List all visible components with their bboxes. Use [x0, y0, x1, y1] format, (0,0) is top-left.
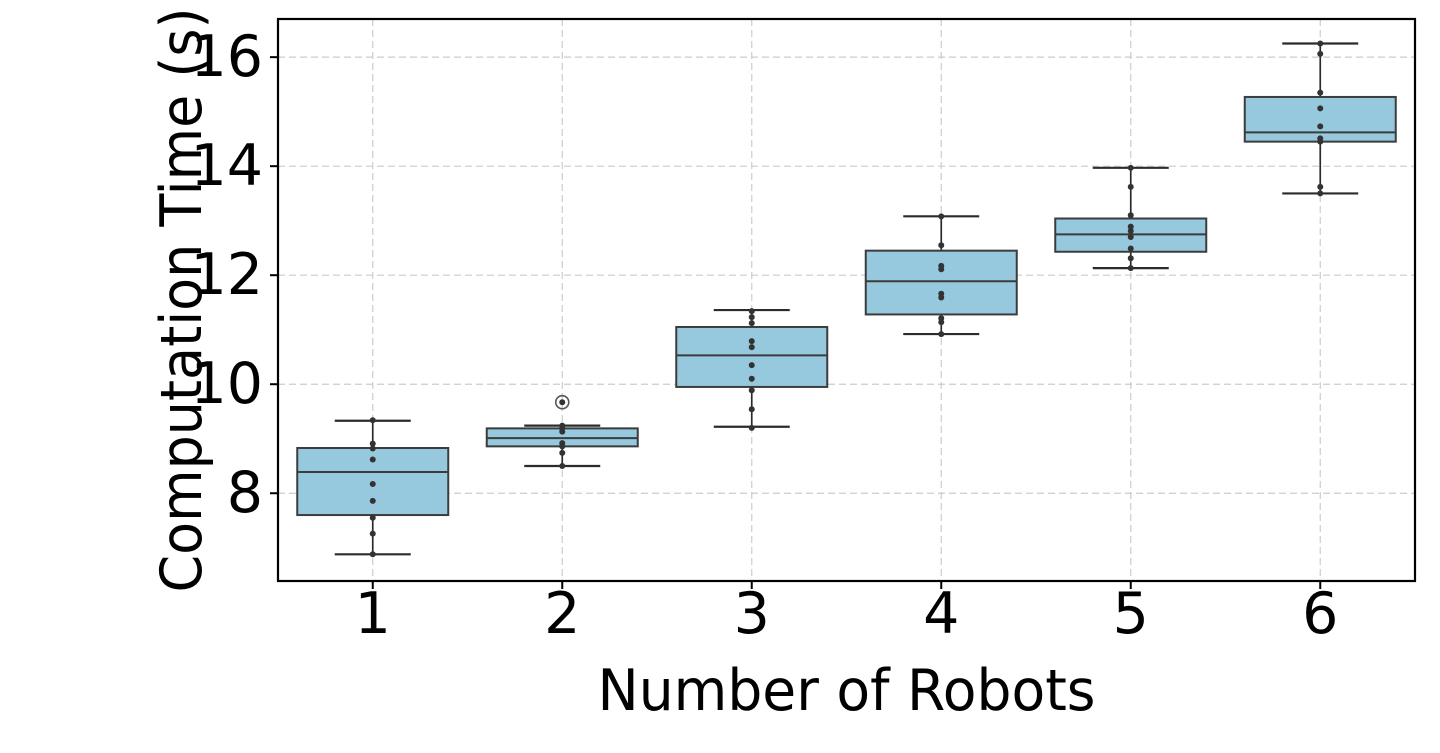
data-point — [559, 449, 566, 456]
y-tick-label: 10 — [190, 351, 263, 417]
y-tick-label: 14 — [190, 133, 263, 199]
data-point — [1317, 190, 1324, 197]
data-point — [369, 497, 376, 504]
data-point — [369, 480, 376, 487]
data-point — [1127, 164, 1134, 171]
data-point — [748, 338, 755, 345]
x-tick-label: 4 — [923, 581, 959, 647]
data-point — [1127, 228, 1134, 235]
data-point — [369, 445, 376, 452]
data-point — [1127, 234, 1134, 241]
data-point — [1317, 89, 1324, 96]
data-point — [1127, 265, 1134, 272]
data-point — [1127, 245, 1134, 252]
data-point — [938, 319, 945, 326]
data-point — [1127, 255, 1134, 262]
data-point — [938, 294, 945, 301]
data-point — [369, 530, 376, 537]
data-point — [938, 266, 945, 273]
data-point — [1317, 183, 1324, 190]
data-point — [938, 331, 945, 338]
x-axis-label: Number of Robots — [598, 658, 1096, 724]
data-point — [1317, 50, 1324, 57]
grid — [278, 19, 1415, 581]
x-tick-label: 1 — [355, 581, 391, 647]
data-point — [559, 428, 566, 435]
data-point — [1317, 123, 1324, 130]
box-group-1 — [296, 417, 450, 558]
data-point — [559, 399, 566, 406]
box — [1243, 95, 1397, 143]
outlier-marker — [554, 394, 570, 410]
data-point — [748, 314, 755, 321]
y-tick-label: 8 — [227, 460, 263, 526]
data-point — [748, 375, 755, 382]
y-tick-label: 16 — [190, 24, 263, 90]
data-point — [1127, 183, 1134, 190]
data-point — [938, 213, 945, 220]
x-tick-label: 5 — [1113, 581, 1149, 647]
box — [864, 249, 1018, 316]
data-point — [1127, 223, 1134, 230]
box-group-3 — [675, 308, 829, 431]
data-point — [748, 424, 755, 431]
data-point — [748, 320, 755, 327]
data-point — [748, 387, 755, 394]
box-group-5 — [1054, 164, 1208, 272]
box-group-2 — [485, 394, 639, 469]
data-point — [369, 514, 376, 521]
box-group-4 — [864, 213, 1018, 338]
data-point — [748, 362, 755, 369]
data-point — [559, 462, 566, 469]
data-point — [748, 308, 755, 315]
data-point — [1317, 105, 1324, 112]
data-point — [369, 551, 376, 558]
y-tick-label: 12 — [190, 242, 263, 308]
data-point — [748, 344, 755, 351]
data-point — [1127, 212, 1134, 219]
data-point — [369, 417, 376, 424]
data-point — [369, 456, 376, 463]
x-tick-label: 6 — [1302, 581, 1338, 647]
x-tick-label: 2 — [544, 581, 580, 647]
data-point — [938, 242, 945, 249]
plot-frame — [276, 17, 1417, 583]
data-point — [1317, 40, 1324, 47]
data-point — [1317, 138, 1324, 145]
y-axis-label: Computation Time (s) — [149, 8, 215, 593]
box-group-6 — [1243, 40, 1397, 197]
data-point — [559, 443, 566, 450]
data-point — [369, 440, 376, 447]
data-point — [748, 406, 755, 413]
x-tick-label: 3 — [734, 581, 770, 647]
